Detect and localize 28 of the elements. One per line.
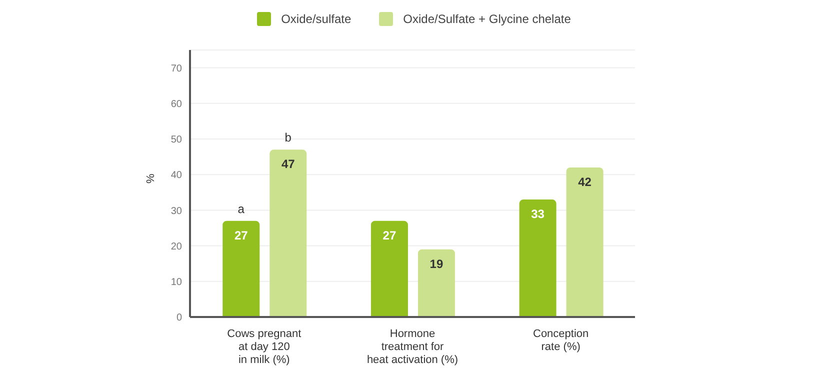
bar: [519, 200, 556, 317]
legend-label: Oxide/sulfate: [280, 12, 352, 26]
bar: [566, 167, 604, 317]
data-label: 42: [578, 175, 592, 189]
bar: [270, 150, 307, 317]
y-tick-label: 30: [170, 206, 182, 217]
annotation: b: [284, 130, 292, 145]
bar: [418, 249, 455, 317]
bar: [370, 220, 408, 317]
y-tick-label: 10: [170, 276, 182, 288]
y-tick-label: 50: [170, 134, 182, 146]
x-tick-label: Hormone treatment for heat activation (%): [366, 328, 458, 366]
data-label: 33: [531, 207, 545, 222]
y-tick-label: 0: [176, 312, 182, 324]
annotation: a: [238, 202, 245, 216]
legend-label: Oxide/Sulfate + Glycine chelate: [402, 12, 571, 26]
x-tick-label: Conception rate (%): [533, 328, 589, 353]
y-tick-label: 20: [170, 241, 182, 252]
y-axis-title: %: [144, 174, 157, 184]
data-label: 27: [382, 228, 396, 242]
y-tick-label: 70: [170, 63, 182, 74]
y-tick-label: 40: [170, 170, 182, 182]
x-tick-label: Cows pregnant at day 120 in milk (%): [227, 328, 302, 366]
data-label: 19: [430, 256, 444, 271]
bar: [222, 220, 260, 317]
y-tick-label: 60: [170, 98, 182, 110]
data-label: 47: [281, 157, 296, 172]
data-label: 27: [234, 228, 248, 242]
